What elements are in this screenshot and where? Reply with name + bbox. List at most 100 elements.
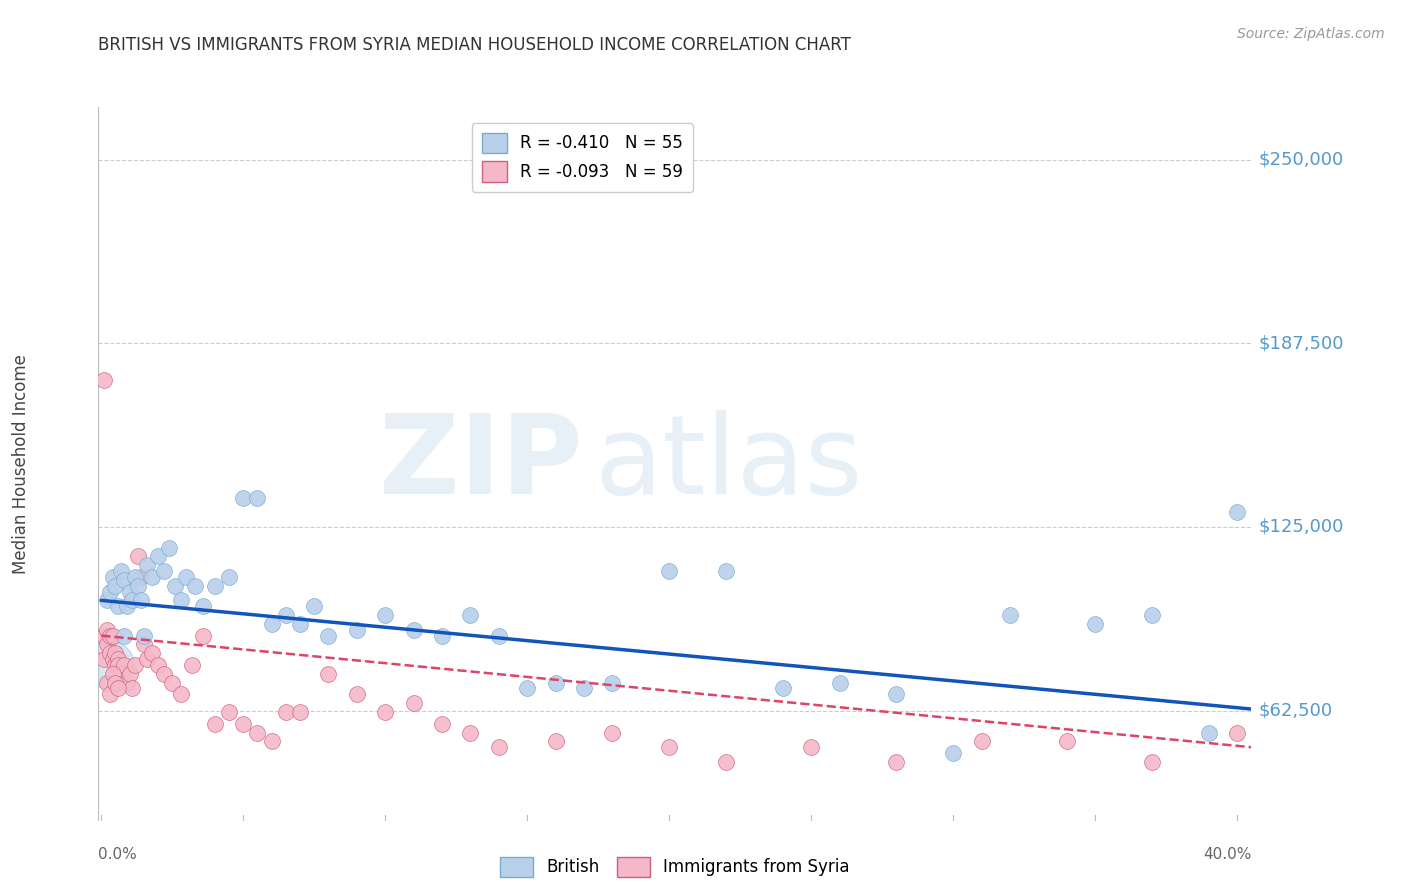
Point (96, 637, 118, 651)
Point (152, 564, 174, 578)
Point (204, 716, 226, 731)
Point (430, 716, 453, 731)
Point (260, 734, 283, 748)
Point (714, 564, 737, 578)
Point (232, 716, 254, 731)
Point (141, 646, 163, 660)
Text: 40.0%: 40.0% (1204, 847, 1251, 863)
Point (1084, 616, 1107, 631)
Point (288, 616, 311, 631)
Text: atlas: atlas (595, 410, 863, 517)
Point (98, 687, 121, 701)
Point (488, 740, 510, 755)
Point (157, 541, 180, 555)
Point (193, 599, 215, 614)
Text: BRITISH VS IMMIGRANTS FROM SYRIA MEDIAN HOUSEHOLD INCOME CORRELATION CHART: BRITISH VS IMMIGRANTS FROM SYRIA MEDIAN … (98, 36, 851, 54)
Point (218, 705, 240, 719)
Point (170, 593, 193, 607)
Point (460, 608, 482, 623)
Text: $125,000: $125,000 (1258, 518, 1344, 536)
Text: $62,500: $62,500 (1258, 701, 1333, 720)
Point (118, 666, 141, 681)
Point (132, 629, 155, 643)
Text: 0.0%: 0.0% (98, 847, 138, 863)
Point (714, 755, 737, 769)
Point (970, 734, 993, 748)
Point (129, 593, 152, 607)
Point (658, 740, 681, 755)
Point (402, 696, 425, 710)
Point (124, 658, 146, 673)
Point (93, 629, 115, 643)
Point (998, 608, 1021, 623)
Point (124, 570, 146, 584)
Point (886, 687, 908, 701)
Point (828, 675, 851, 690)
Point (98, 658, 121, 673)
Point (602, 675, 624, 690)
Text: ZIP: ZIP (380, 410, 582, 517)
Point (942, 746, 965, 760)
Point (107, 652, 129, 666)
Point (1140, 608, 1163, 623)
Point (170, 687, 193, 701)
Legend: British, Immigrants from Syria: British, Immigrants from Syria (494, 850, 856, 884)
Point (772, 681, 794, 696)
Point (374, 705, 396, 719)
Point (101, 629, 124, 643)
Point (346, 687, 368, 701)
Point (110, 564, 132, 578)
Point (115, 675, 138, 690)
Point (96, 675, 118, 690)
Point (146, 549, 169, 564)
Point (104, 646, 127, 660)
Point (135, 558, 157, 573)
Point (121, 593, 143, 607)
Point (544, 734, 567, 748)
Point (318, 666, 340, 681)
Point (246, 491, 269, 505)
Point (93, 373, 115, 387)
Point (800, 740, 823, 755)
Point (98, 646, 121, 660)
Point (129, 570, 152, 584)
Point (162, 675, 184, 690)
Point (132, 637, 155, 651)
Text: $250,000: $250,000 (1258, 151, 1344, 169)
Point (460, 725, 482, 739)
Point (104, 675, 127, 690)
Point (488, 629, 510, 643)
Point (1198, 725, 1220, 739)
Point (96, 593, 118, 607)
Point (288, 705, 311, 719)
Text: Median Household Income: Median Household Income (13, 354, 30, 574)
Point (232, 491, 254, 505)
Point (204, 579, 226, 593)
Point (104, 658, 127, 673)
Point (260, 616, 283, 631)
Point (274, 608, 297, 623)
Text: $187,500: $187,500 (1258, 334, 1344, 352)
Point (165, 579, 187, 593)
Point (1226, 505, 1249, 519)
Point (112, 573, 135, 587)
Point (184, 579, 207, 593)
Point (193, 629, 215, 643)
Point (107, 681, 129, 696)
Point (141, 570, 163, 584)
Point (886, 755, 908, 769)
Point (346, 623, 368, 637)
Point (101, 666, 124, 681)
Point (1056, 734, 1078, 748)
Point (602, 725, 624, 739)
Point (516, 681, 538, 696)
Point (101, 570, 124, 584)
Point (118, 584, 141, 599)
Point (374, 608, 396, 623)
Point (1140, 755, 1163, 769)
Point (112, 658, 135, 673)
Point (98, 629, 121, 643)
Point (176, 570, 198, 584)
Point (146, 658, 169, 673)
Point (127, 549, 149, 564)
